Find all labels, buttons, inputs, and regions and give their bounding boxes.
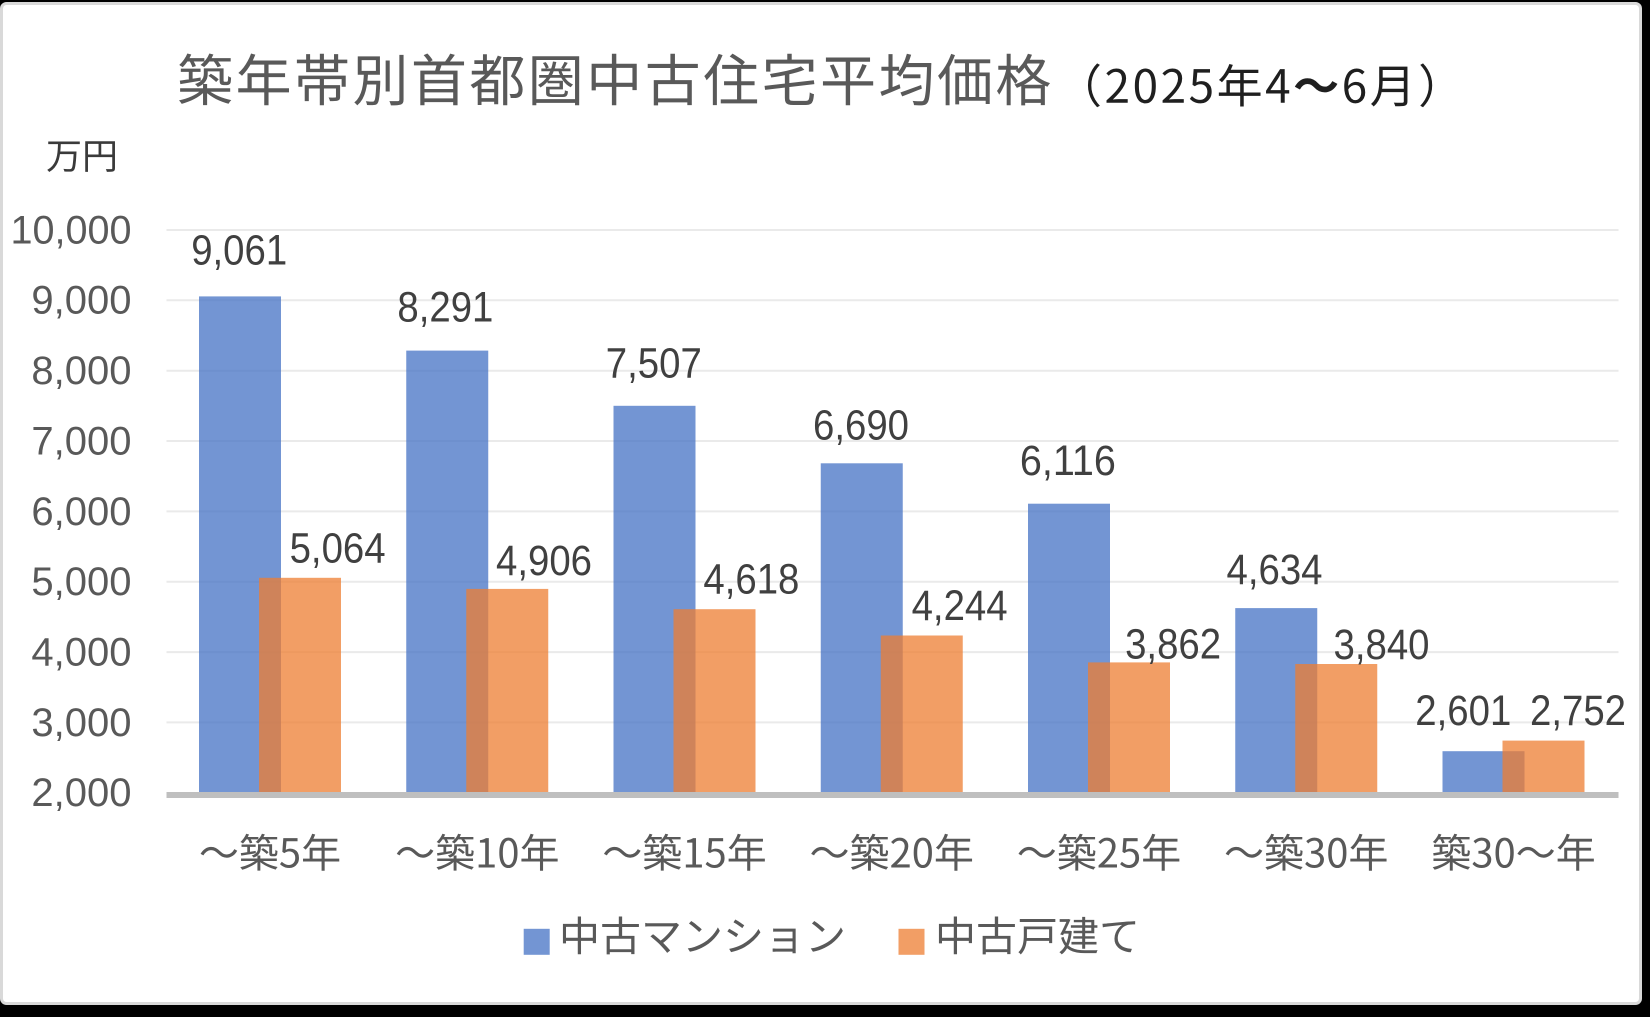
svg-text:4,618: 4,618 [703, 556, 799, 604]
svg-text:3,862: 3,862 [1125, 620, 1221, 668]
svg-text:4,906: 4,906 [496, 537, 592, 585]
svg-text:6,000: 6,000 [31, 490, 131, 534]
svg-text:2,752: 2,752 [1530, 687, 1626, 735]
svg-text:9,000: 9,000 [31, 279, 131, 323]
svg-text:2,000: 2,000 [31, 771, 131, 815]
svg-text:6,116: 6,116 [1020, 437, 1116, 485]
svg-text:7,507: 7,507 [606, 340, 702, 388]
svg-text:2,601: 2,601 [1415, 687, 1511, 735]
svg-text:9,061: 9,061 [191, 227, 287, 275]
svg-text:5,000: 5,000 [31, 560, 131, 604]
svg-text:8,000: 8,000 [31, 349, 131, 393]
svg-text:4,244: 4,244 [912, 582, 1008, 630]
svg-text:7,000: 7,000 [31, 419, 131, 463]
svg-text:3,840: 3,840 [1334, 621, 1430, 669]
svg-text:6,690: 6,690 [813, 401, 909, 449]
svg-text:8,291: 8,291 [397, 283, 493, 331]
svg-text:4,634: 4,634 [1227, 546, 1323, 594]
svg-text:5,064: 5,064 [290, 524, 386, 572]
svg-text:4,000: 4,000 [31, 631, 131, 675]
svg-text:10,000: 10,000 [11, 208, 132, 252]
svg-text:3,000: 3,000 [31, 701, 131, 745]
